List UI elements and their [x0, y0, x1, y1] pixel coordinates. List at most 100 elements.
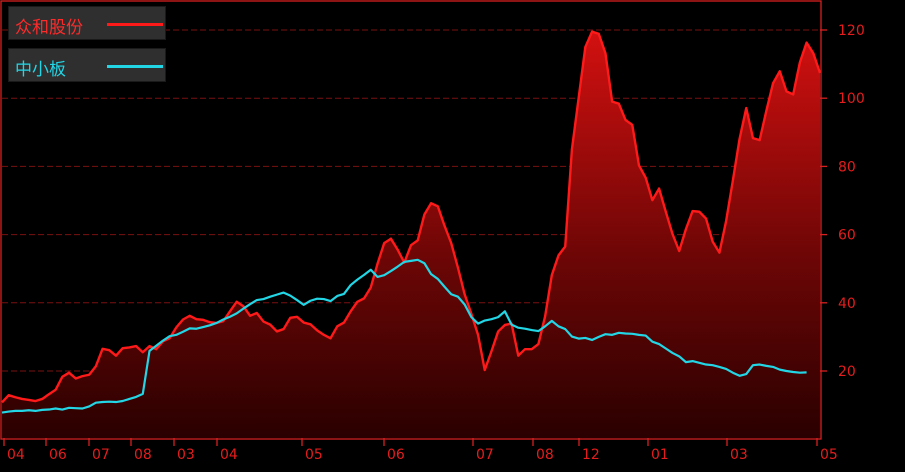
data-point-s1	[404, 261, 406, 263]
data-point-s0	[504, 324, 506, 326]
data-point-s1	[598, 336, 600, 338]
data-point-s0	[222, 320, 224, 322]
data-point-s0	[323, 334, 325, 336]
data-point-s0	[209, 321, 211, 323]
data-point-s0	[437, 206, 439, 208]
data-point-s1	[269, 296, 271, 298]
data-point-s0	[189, 315, 191, 317]
data-point-s1	[712, 364, 714, 366]
x-tick-label: 01	[651, 447, 669, 463]
data-point-s1	[457, 296, 459, 298]
data-point-s0	[792, 94, 794, 96]
data-point-s0	[316, 330, 318, 332]
x-tick-label: 05	[820, 447, 838, 463]
data-point-s0	[471, 313, 473, 315]
data-point-s0	[249, 315, 251, 317]
data-point-s0	[256, 312, 258, 314]
data-point-s0	[491, 350, 493, 352]
data-point-s0	[357, 301, 359, 303]
data-point-s0	[303, 322, 305, 324]
data-point-s1	[410, 260, 412, 262]
data-point-s1	[652, 341, 654, 343]
data-point-s1	[397, 266, 399, 268]
data-point-s0	[638, 165, 640, 167]
data-point-s1	[88, 406, 90, 408]
data-point-s0	[296, 316, 298, 318]
data-point-s1	[685, 361, 687, 363]
data-point-s1	[430, 273, 432, 275]
data-point-s0	[457, 267, 459, 269]
data-point-s1	[383, 274, 385, 276]
data-point-s1	[236, 313, 238, 315]
data-point-s1	[618, 332, 620, 334]
data-point-s1	[357, 279, 359, 281]
data-point-s1	[417, 259, 419, 261]
data-point-s0	[135, 345, 137, 347]
data-point-s1	[504, 311, 506, 313]
data-point-s1	[135, 396, 137, 398]
data-point-s1	[631, 333, 633, 335]
data-point-s0	[752, 137, 754, 139]
data-point-s1	[625, 333, 627, 335]
legend-swatch-zhonghe	[107, 23, 163, 26]
data-point-s0	[450, 242, 452, 244]
series-area-zhonghe	[2, 31, 820, 438]
data-point-s0	[591, 31, 593, 33]
legend-label-zhongxiaoban: 中小板	[15, 60, 66, 80]
data-point-s1	[806, 372, 808, 374]
data-point-s1	[263, 298, 265, 300]
data-point-s0	[48, 393, 50, 395]
data-point-s0	[149, 345, 151, 347]
data-point-s1	[444, 286, 446, 288]
data-point-s1	[558, 326, 560, 328]
data-point-s1	[538, 330, 540, 332]
data-point-s1	[169, 335, 171, 337]
data-point-s1	[544, 326, 546, 328]
x-tick-label: 06	[387, 447, 405, 463]
data-point-s0	[444, 225, 446, 227]
data-point-s1	[605, 333, 607, 335]
data-point-s1	[477, 323, 479, 325]
data-point-s0	[517, 355, 519, 357]
data-point-s1	[471, 316, 473, 318]
data-point-s0	[202, 319, 204, 321]
x-tick-label: 07	[92, 447, 110, 463]
data-point-s1	[672, 352, 674, 354]
data-point-s0	[82, 375, 84, 377]
data-point-s1	[370, 269, 372, 271]
data-point-s1	[363, 274, 365, 276]
data-point-s1	[48, 409, 50, 411]
data-point-s0	[631, 124, 633, 126]
data-point-s0	[88, 374, 90, 376]
data-point-s0	[169, 337, 171, 339]
data-point-s1	[155, 345, 157, 347]
data-point-s0	[705, 218, 707, 220]
data-point-s0	[155, 348, 157, 350]
data-point-s1	[122, 400, 124, 402]
data-point-s1	[28, 409, 30, 411]
data-point-s1	[779, 369, 781, 371]
data-point-s0	[732, 180, 734, 182]
data-point-s0	[672, 233, 674, 235]
data-point-s1	[115, 401, 117, 403]
data-point-s0	[370, 287, 372, 289]
data-point-s0	[779, 70, 781, 72]
data-point-s0	[725, 220, 727, 222]
data-point-s1	[497, 316, 499, 318]
data-point-s1	[464, 304, 466, 306]
data-point-s0	[605, 52, 607, 54]
data-point-s0	[598, 33, 600, 35]
data-point-s1	[62, 409, 64, 411]
data-point-s0	[41, 398, 43, 400]
data-point-s1	[517, 327, 519, 329]
data-point-s0	[692, 210, 694, 212]
data-point-s1	[551, 320, 553, 322]
data-point-s0	[745, 107, 747, 109]
data-point-s0	[15, 396, 17, 398]
x-tick-label: 08	[134, 447, 152, 463]
data-point-s1	[8, 411, 10, 413]
data-point-s1	[799, 372, 801, 374]
data-point-s1	[564, 328, 566, 330]
data-point-s1	[41, 409, 43, 411]
data-point-s0	[263, 321, 265, 323]
